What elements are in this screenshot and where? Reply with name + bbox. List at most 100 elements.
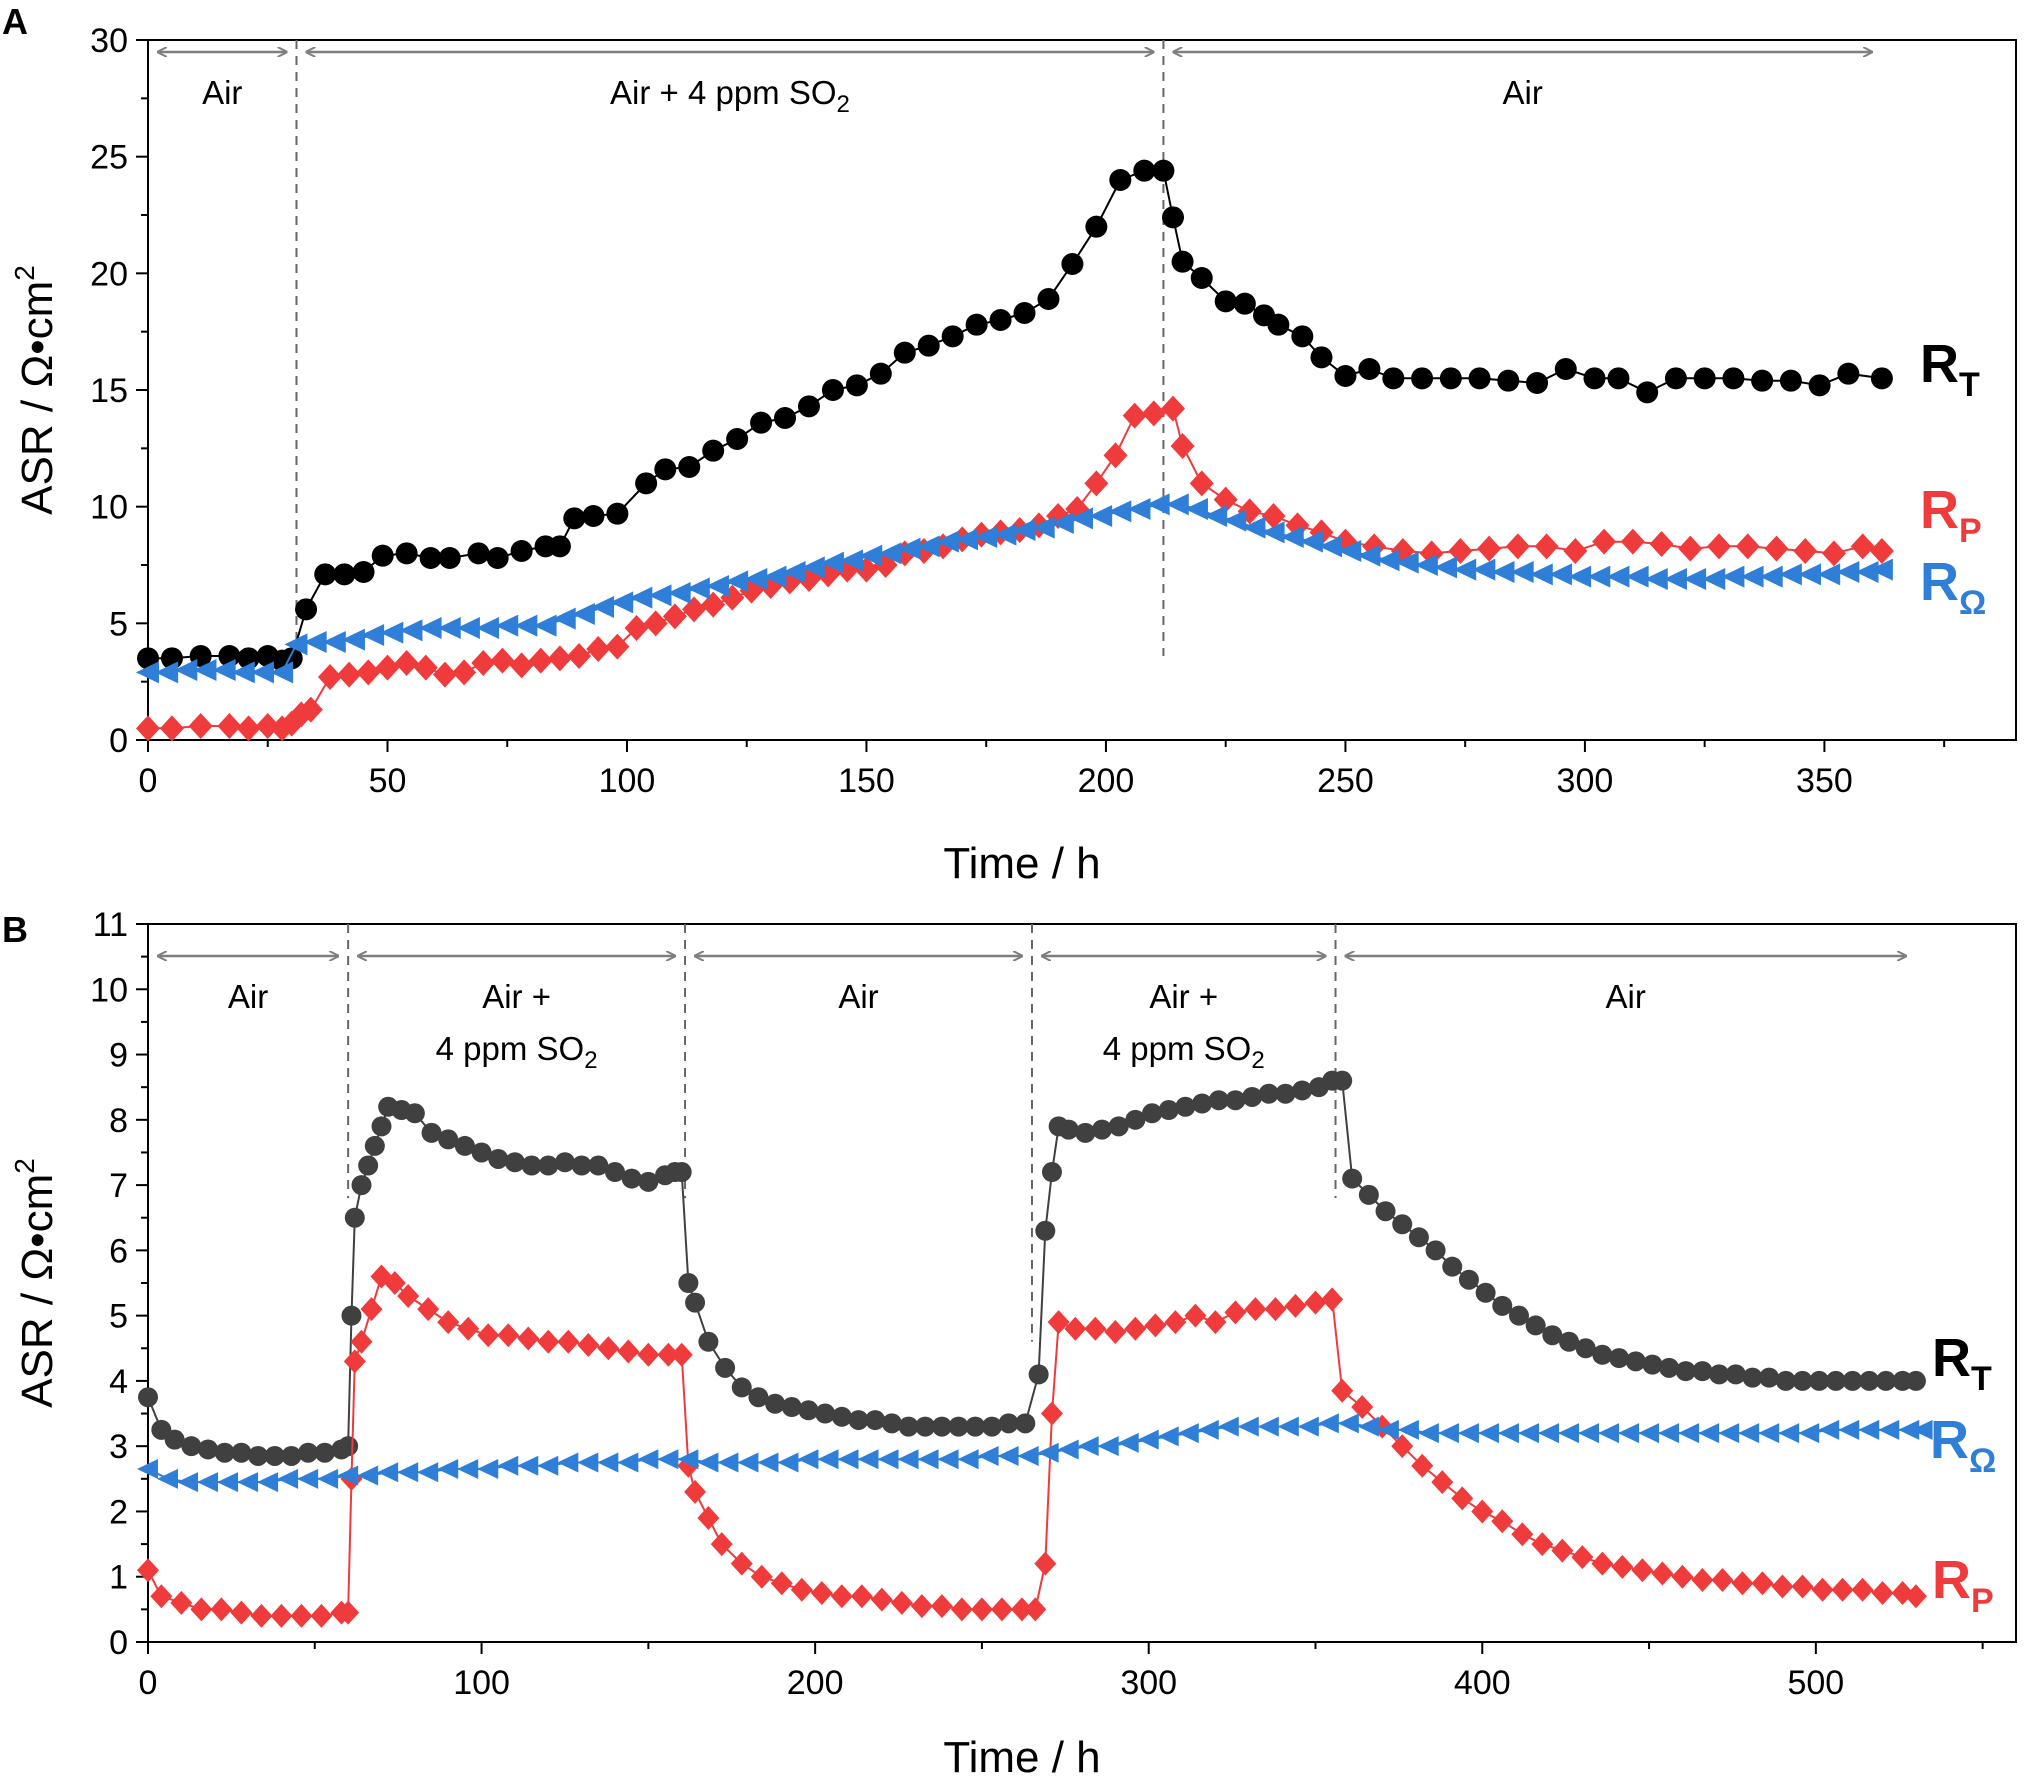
data-point — [217, 1472, 239, 1493]
data-point — [1778, 1423, 1800, 1444]
y-axis-title-superscript: 2 — [9, 1158, 40, 1174]
data-point — [577, 1333, 600, 1358]
data-point — [1529, 563, 1553, 586]
data-point — [1568, 565, 1592, 588]
data-point — [1675, 1361, 1696, 1382]
data-point — [870, 1587, 893, 1612]
data-point — [1103, 442, 1128, 469]
data-point — [638, 1171, 659, 1192]
data-point — [1764, 535, 1789, 562]
data-point — [617, 1339, 640, 1364]
data-point — [865, 1410, 886, 1431]
data-point — [1338, 540, 1362, 562]
data-point — [577, 1452, 599, 1473]
series-line — [148, 407, 1883, 730]
data-point — [394, 650, 419, 676]
data-point — [935, 530, 959, 553]
data-point — [698, 1331, 719, 1352]
series-line — [148, 169, 1883, 662]
data-point — [859, 544, 883, 567]
data-point — [1084, 470, 1109, 497]
data-point — [1024, 1597, 1047, 1622]
data-point — [537, 1329, 560, 1354]
data-point — [1189, 470, 1214, 497]
data-point — [264, 1445, 285, 1466]
data-point — [684, 1479, 707, 1504]
data-point — [298, 696, 323, 723]
data-point — [1434, 556, 1458, 579]
x-tick-label: 300 — [1557, 762, 1614, 800]
data-point — [1284, 1293, 1307, 1318]
data-point — [1510, 561, 1534, 583]
y-tick-label: 8 — [109, 1102, 128, 1140]
data-point — [957, 1449, 979, 1470]
series-Ω — [137, 1413, 1933, 1493]
data-point — [606, 502, 629, 525]
x-tick-label: 150 — [838, 762, 895, 800]
data-point — [1058, 1119, 1079, 1140]
data-point — [548, 535, 571, 558]
data-point — [1152, 159, 1175, 182]
data-point — [1358, 358, 1381, 380]
data-point — [845, 374, 868, 397]
data-point — [1451, 1486, 1474, 1511]
region-label: Air — [1502, 74, 1542, 111]
data-point — [456, 617, 480, 639]
data-point — [375, 654, 400, 681]
data-point — [350, 1329, 373, 1354]
data-point — [591, 596, 615, 618]
data-point — [1821, 540, 1846, 567]
region-label: Air — [202, 74, 242, 111]
data-point — [831, 1406, 852, 1427]
panel-a-series-labels: RT RP RΩ — [1920, 334, 1986, 622]
data-point — [1342, 1168, 1363, 1189]
data-point — [990, 1597, 1013, 1622]
data-point — [801, 556, 825, 579]
data-point — [1771, 1574, 1794, 1599]
data-point — [1578, 1423, 1600, 1444]
data-point — [1258, 1083, 1279, 1104]
data-point — [1158, 1100, 1179, 1121]
data-point — [236, 715, 261, 742]
data-point — [1077, 1436, 1099, 1457]
data-point — [629, 586, 653, 609]
data-point — [597, 1336, 620, 1361]
data-point — [155, 661, 179, 684]
data-point — [1477, 535, 1502, 562]
data-point — [231, 661, 255, 684]
data-point — [1357, 544, 1381, 567]
data-point — [737, 1452, 759, 1473]
data-point — [705, 575, 729, 597]
data-point — [965, 1416, 986, 1437]
data-point — [781, 1397, 802, 1418]
data-point — [586, 636, 611, 662]
data-point — [1911, 1419, 1933, 1440]
data-point — [974, 526, 998, 548]
data-point — [1010, 1597, 1033, 1622]
label-rt-b: RT — [1932, 1328, 1992, 1398]
data-point — [477, 1459, 499, 1480]
data-point — [1871, 1581, 1894, 1606]
data-point — [671, 1162, 692, 1183]
data-point — [1280, 526, 1304, 548]
data-point — [277, 1468, 299, 1489]
y-axis-title-superscript: 2 — [9, 265, 40, 281]
data-point — [820, 551, 844, 574]
data-point — [1108, 500, 1132, 523]
data-point — [1257, 1416, 1279, 1437]
data-point — [538, 1155, 559, 1176]
data-point — [717, 1452, 739, 1473]
data-point — [377, 1462, 399, 1483]
y-tick-label: 4 — [109, 1363, 128, 1401]
data-point — [1291, 325, 1314, 348]
data-point — [1223, 509, 1247, 532]
data-point — [563, 507, 586, 530]
data-point — [941, 325, 964, 348]
data-point — [1534, 533, 1559, 560]
data-point — [250, 661, 274, 684]
y-tick-label: 5 — [109, 605, 128, 643]
data-point — [557, 1452, 579, 1473]
series-P — [136, 395, 1894, 742]
data-point — [1859, 1370, 1880, 1391]
y-tick-label: 0 — [109, 722, 128, 760]
